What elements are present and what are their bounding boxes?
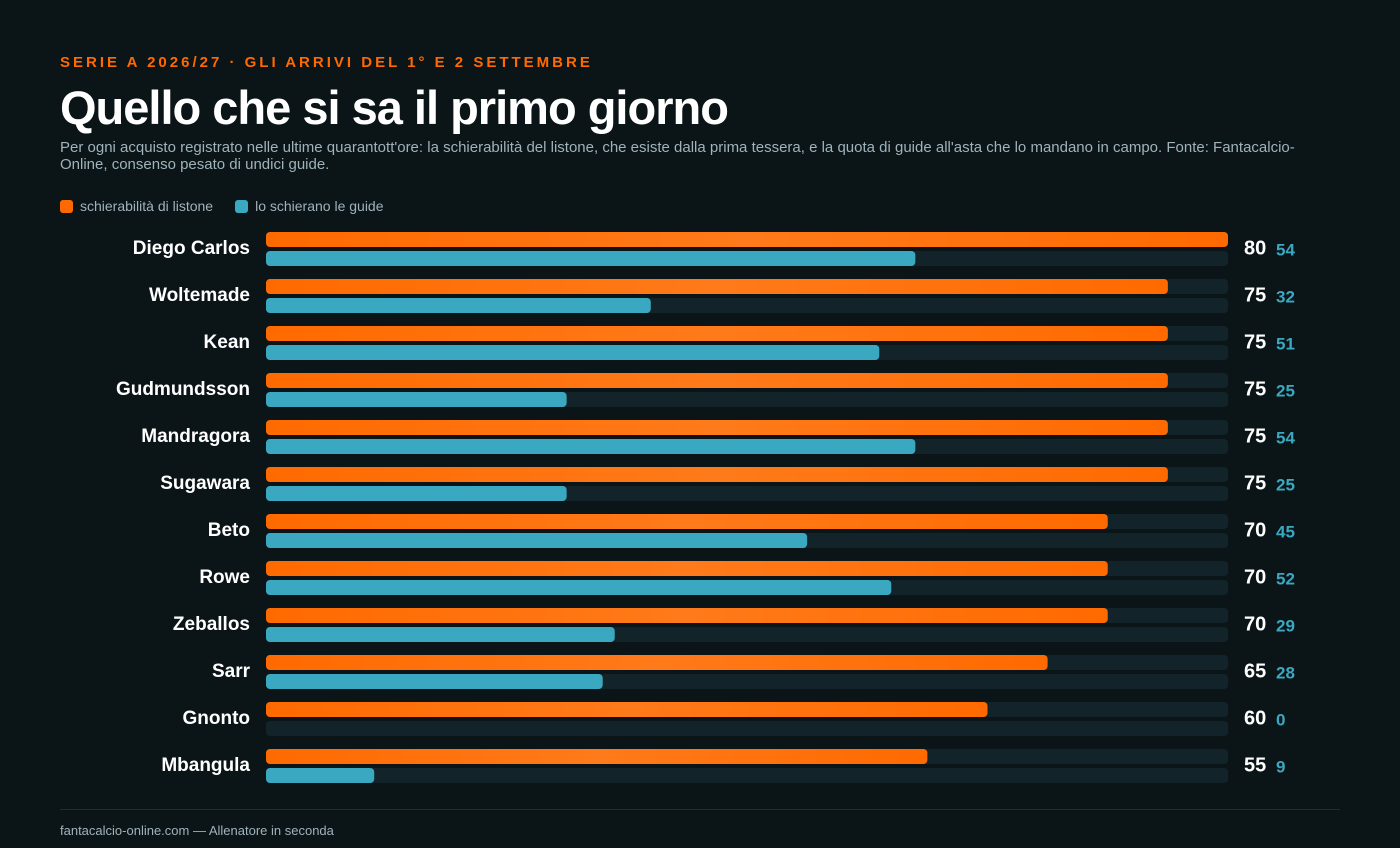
value-label: 45: [1276, 522, 1295, 541]
legend-label: lo schierano le guide: [255, 198, 384, 214]
bar: [266, 232, 1228, 247]
bar-track: [266, 768, 1228, 783]
bar: [266, 298, 651, 313]
footer: fantacalcio-online.com — Allenatore in s…: [60, 823, 334, 838]
bar: [266, 514, 1108, 529]
value-label: 51: [1276, 334, 1295, 353]
category-label: Gnonto: [182, 708, 250, 729]
bar: [266, 608, 1108, 623]
legend-label: schierabilità di listone: [80, 198, 214, 214]
value-label: 25: [1276, 381, 1295, 400]
legend-swatch: [235, 199, 249, 213]
value-label: 75: [1244, 472, 1266, 494]
bar: [266, 486, 567, 501]
bar: [266, 467, 1168, 482]
value-label: 60: [1244, 707, 1266, 729]
kicker: SERIE A 2026/27 · GLI ARRIVI DEL 1° E 2 …: [60, 54, 593, 71]
bar: [266, 251, 916, 266]
category-label: Diego Carlos: [133, 238, 250, 259]
value-label: 32: [1276, 287, 1295, 306]
bar: [266, 326, 1168, 341]
value-label: 29: [1276, 616, 1295, 635]
value-label: 75: [1244, 331, 1266, 353]
chart-title: Quello che si sa il primo giorno: [60, 81, 729, 134]
bar: [266, 279, 1168, 294]
divider: [60, 809, 1340, 810]
value-label: 25: [1276, 475, 1295, 494]
chart: Diego Carlos 80 54 Woltemade 75 32 Kean 75 51 Gud…: [116, 232, 1295, 783]
value-label: 52: [1276, 569, 1295, 588]
value-label: 75: [1244, 284, 1266, 306]
category-label: Sarr: [212, 661, 251, 682]
legend-item: lo schierano le guide: [235, 198, 384, 214]
category-label: Zeballos: [173, 614, 250, 635]
bar: [266, 439, 916, 454]
bar: [266, 702, 988, 717]
bar: [266, 561, 1108, 576]
value-label: 75: [1244, 378, 1266, 400]
legend-swatch: [60, 199, 73, 213]
value-label: 28: [1276, 663, 1295, 682]
bar: [266, 768, 375, 783]
category-label: Gudmundsson: [116, 379, 250, 400]
bar: [266, 580, 892, 595]
bar: [266, 749, 928, 764]
value-label: 70: [1244, 566, 1266, 588]
value-label: 9: [1276, 757, 1285, 776]
category-label: Woltemade: [149, 285, 250, 306]
bar: [266, 420, 1168, 435]
subtitle: Per ogni acquisto registrato nelle ultim…: [60, 139, 1295, 173]
value-label: 54: [1276, 240, 1295, 259]
legend: schierabilità di listone lo schierano le …: [60, 198, 384, 214]
bar: [266, 627, 615, 642]
value-label: 55: [1244, 754, 1266, 776]
value-label: 54: [1276, 428, 1295, 447]
bar: [266, 674, 603, 689]
category-label: Kean: [204, 332, 250, 353]
value-label: 65: [1244, 660, 1266, 682]
value-label: 80: [1244, 237, 1266, 259]
bar: [266, 345, 880, 360]
value-label: 70: [1244, 613, 1266, 635]
value-label: 70: [1244, 519, 1266, 541]
category-label: Mbangula: [161, 755, 250, 776]
bar-track: [266, 721, 1228, 736]
bar: [266, 392, 567, 407]
bar: [266, 373, 1168, 388]
category-label: Rowe: [199, 567, 250, 588]
value-label: 75: [1244, 425, 1266, 447]
category-label: Beto: [208, 520, 250, 541]
category-label: Mandragora: [141, 426, 250, 447]
category-label: Sugawara: [160, 473, 250, 494]
value-label: 0: [1276, 710, 1285, 729]
legend-item: schierabilità di listone: [60, 198, 213, 214]
bar: [266, 655, 1048, 670]
bar: [266, 533, 808, 548]
